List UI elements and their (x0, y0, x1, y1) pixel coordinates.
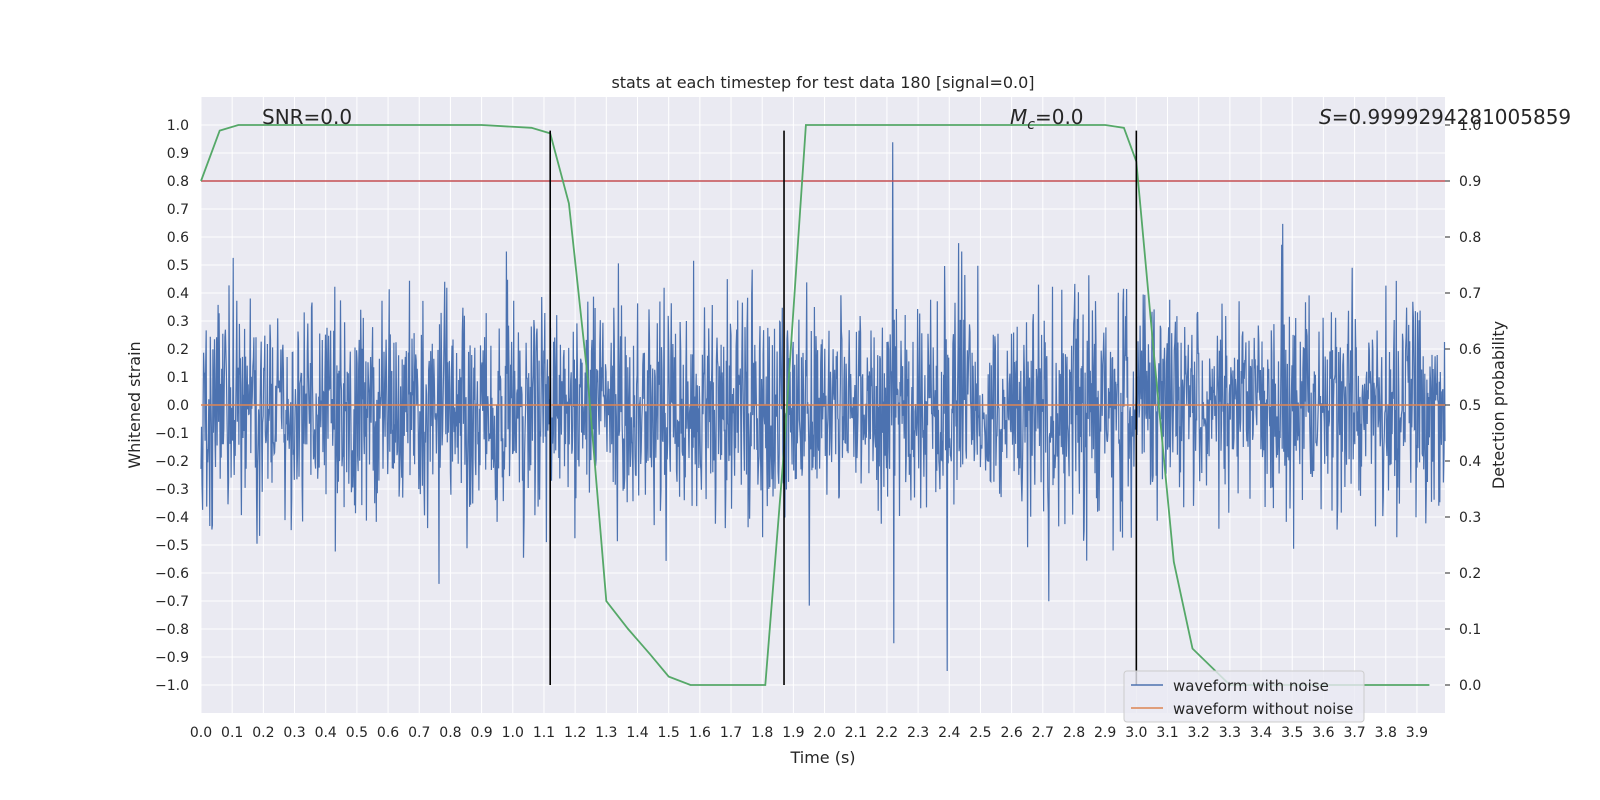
x-tick-label: 3.2 (1188, 725, 1210, 741)
y-tick-label: 0.4 (167, 286, 189, 302)
y-tick-label: −0.1 (155, 426, 189, 442)
y2-tick-label: 0.4 (1459, 454, 1481, 470)
y-tick-label: 0.3 (167, 314, 189, 330)
y2-tick-label: 0.1 (1459, 622, 1481, 638)
x-tick-label: 2.6 (1000, 725, 1022, 741)
x-tick-label: 0.5 (346, 725, 368, 741)
x-tick-label: 1.6 (689, 725, 711, 741)
y-tick-label: 0.9 (167, 146, 189, 162)
y-tick-label: 1.0 (167, 118, 189, 134)
mc-subscript: c (1027, 117, 1035, 133)
x-tick-label: 1.7 (720, 725, 742, 741)
y-tick-label: −0.6 (155, 566, 189, 582)
y2-tick-label: 0.9 (1459, 174, 1481, 190)
x-tick-label: 0.4 (315, 725, 337, 741)
x-tick-label: 3.1 (1156, 725, 1178, 741)
x-tick-label: 2.5 (969, 725, 991, 741)
noise-waveform-line (200, 142, 1446, 672)
x-tick-label: 1.8 (751, 725, 773, 741)
x-tick-label: 2.8 (1063, 725, 1085, 741)
x-tick-label: 2.7 (1032, 725, 1054, 741)
y-tick-label: −0.7 (155, 594, 189, 610)
y-tick-label: 0.6 (167, 230, 189, 246)
s-annotation: S=0.9999294281005859 (1319, 105, 1571, 129)
y2-tick-label: 0.8 (1459, 230, 1481, 246)
y2-tick-label: 0.7 (1459, 286, 1481, 302)
y2-tick-label: 0.0 (1459, 678, 1481, 694)
x-tick-label: 0.6 (377, 725, 399, 741)
x-tick-label: 3.0 (1125, 725, 1147, 741)
y2-tick-label: 0.3 (1459, 510, 1481, 526)
legend-label-clean: waveform without noise (1173, 700, 1353, 718)
y-tick-label: −1.0 (155, 678, 189, 694)
y2-tick-label: 0.5 (1459, 398, 1481, 414)
x-tick-label: 2.2 (876, 725, 898, 741)
y2-tick-label: 0.6 (1459, 342, 1481, 358)
chart-title: stats at each timestep for test data 180… (611, 73, 1034, 92)
x-tick-label: 0.1 (221, 725, 243, 741)
y-axis-label: Whitened strain (125, 341, 144, 468)
x-tick-label: 1.0 (502, 725, 524, 741)
x-tick-label: 2.1 (845, 725, 867, 741)
x-tick-label: 0.0 (190, 725, 212, 741)
x-tick-label: 1.3 (595, 725, 617, 741)
x-tick-label: 0.7 (408, 725, 430, 741)
y-tick-label: 0.8 (167, 174, 189, 190)
x-tick-label: 2.0 (813, 725, 835, 741)
y-tick-label: −0.8 (155, 622, 189, 638)
x-tick-label: 3.6 (1312, 725, 1334, 741)
detection-probability-line (200, 124, 1430, 686)
x-tick-label: 1.9 (782, 725, 804, 741)
x-tick-label: 2.9 (1094, 725, 1116, 741)
mc-annotation: Mc=0.0 (1010, 105, 1084, 133)
legend-label-noise: waveform with noise (1173, 677, 1329, 695)
x-tick-label: 0.2 (252, 725, 274, 741)
y-tick-label: −0.9 (155, 650, 189, 666)
x-tick-label: 1.5 (658, 725, 680, 741)
y-tick-label: −0.2 (155, 454, 189, 470)
y-tick-label: −0.3 (155, 482, 189, 498)
y-tick-label: 0.2 (167, 342, 189, 358)
y-tick-label: −0.5 (155, 538, 189, 554)
x-axis-label: Time (s) (789, 748, 855, 767)
event-markers (549, 130, 1138, 685)
axis-ticks: 0.0 0.1 0.2 0.3 0.4 0.5 0.6 0.7 0.8 0.9 1.0 1.1 1.2 1… (155, 118, 1481, 741)
x-tick-label: 3.8 (1375, 725, 1397, 741)
legend-box (1123, 670, 1365, 723)
x-tick-label: 1.4 (626, 725, 648, 741)
x-tick-label: 0.8 (439, 725, 461, 741)
x-tick-label: 0.9 (470, 725, 492, 741)
y2-axis-label: Detection probability (1489, 321, 1508, 489)
x-tick-label: 2.3 (907, 725, 929, 741)
x-tick-label: 2.4 (938, 725, 960, 741)
s-symbol: S (1319, 105, 1332, 129)
x-tick-label: 1.1 (533, 725, 555, 741)
series-waveform-with-noise (200, 142, 1446, 672)
y2-tick-label: 1.0 (1459, 118, 1481, 134)
mc-value: =0.0 (1035, 105, 1084, 129)
y-tick-label: 0.5 (167, 258, 189, 274)
legend: waveform with noise waveform without noi… (1123, 670, 1365, 723)
y-tick-label: 0.7 (167, 202, 189, 218)
x-tick-label: 0.3 (283, 725, 305, 741)
s-value: =0.9999294281005859 (1332, 105, 1571, 129)
mc-symbol: M (1010, 105, 1027, 129)
snr-annotation: SNR=0.0 (262, 105, 352, 129)
x-tick-label: 3.7 (1343, 725, 1365, 741)
y-tick-label: 0.1 (167, 370, 189, 386)
y-tick-label: −0.4 (155, 510, 189, 526)
x-tick-label: 3.4 (1250, 725, 1272, 741)
y2-tick-label: 0.2 (1459, 566, 1481, 582)
x-tick-label: 3.3 (1219, 725, 1241, 741)
series-detection-probability (200, 124, 1430, 686)
x-tick-label: 3.5 (1281, 725, 1303, 741)
x-tick-label: 3.9 (1406, 725, 1428, 741)
x-tick-label: 1.2 (564, 725, 586, 741)
y-tick-label: 0.0 (167, 398, 189, 414)
